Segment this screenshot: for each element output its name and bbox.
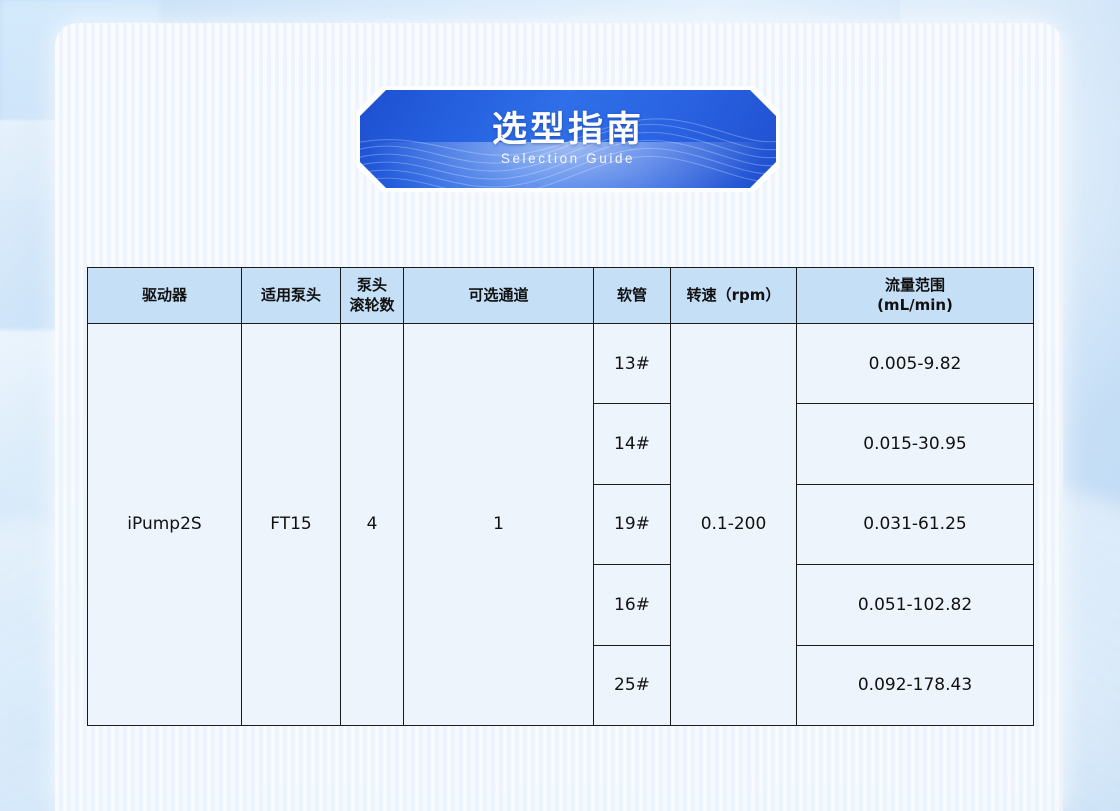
column-header-speed: 转速（rpm） (670, 267, 797, 324)
cell-flow-range: 0.092-178.43 (796, 644, 1034, 726)
cell-tubing: 13# (593, 322, 671, 405)
roller-count-line-2: 滚轮数 (349, 295, 395, 314)
cell-speed: 0.1-200 (670, 323, 797, 726)
roller-count-line-1: 泵头 (356, 276, 387, 295)
cell-pump-head: FT15 (241, 323, 341, 726)
cell-channels: 1 (403, 323, 594, 726)
banner-sheen (360, 142, 776, 188)
column-header-driver: 驱动器 (87, 267, 242, 324)
table-row: 19# 0.031-61.25 (88, 483, 1034, 566)
column-header-tubing: 软管 (593, 267, 671, 324)
cell-tubing: 25# (593, 644, 671, 726)
cell-flow-range: 0.005-9.82 (796, 322, 1034, 405)
column-header-flow-range: 流量范围 (mL/min) (796, 267, 1034, 324)
cell-driver: iPump2S (87, 323, 242, 726)
column-header-roller-count: 泵头 滚轮数 (340, 267, 404, 324)
flow-range-line-1: 流量范围 (884, 276, 945, 295)
cell-flow-range: 0.051-102.82 (796, 564, 1034, 646)
cell-roller-count: 4 (340, 323, 404, 726)
cell-tubing: 16# (593, 564, 671, 646)
banner-body: 选型指南 Selection Guide (360, 90, 776, 188)
table-row: 14# 0.015-30.95 (88, 403, 1034, 485)
table-row: 16# 0.051-102.82 (88, 564, 1034, 646)
cell-flow-range: 0.031-61.25 (796, 483, 1034, 566)
cell-flow-range: 0.015-30.95 (796, 403, 1034, 485)
table-row: iPump2S FT15 4 1 13# 0.1-200 0.005-9.82 (87, 322, 1034, 726)
column-header-channels: 可选通道 (403, 267, 594, 324)
cell-tubing: 14# (593, 403, 671, 485)
table-header-row: 驱动器 适用泵头 泵头 滚轮数 可选通道 软管 转速（rpm） 流量范围 (mL… (87, 267, 1034, 324)
flow-range-line-2: (mL/min) (877, 295, 953, 314)
banner-title-chinese: 选型指南 (491, 109, 644, 150)
cell-tubing: 19# (593, 483, 671, 566)
banner-title-english: Selection Guide (500, 151, 636, 167)
banner-text-block: 选型指南 Selection Guide (360, 90, 776, 188)
selection-guide-banner: 选型指南 Selection Guide (350, 80, 786, 198)
table-row: 25# 0.092-178.43 (88, 644, 1034, 726)
column-header-pump-head: 适用泵头 (241, 267, 341, 324)
specification-table: 驱动器 适用泵头 泵头 滚轮数 可选通道 软管 转速（rpm） 流量范围 (mL… (87, 267, 1034, 726)
